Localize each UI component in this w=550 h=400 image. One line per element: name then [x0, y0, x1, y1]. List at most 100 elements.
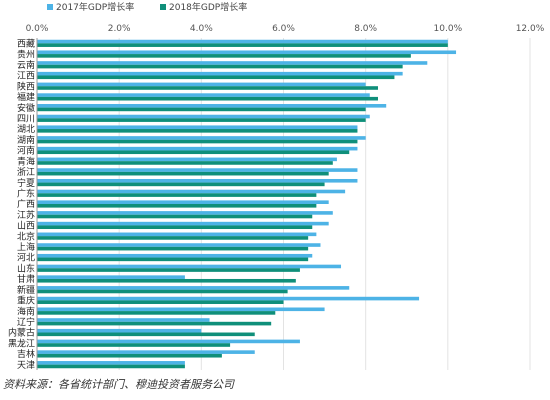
bar-2017: [37, 50, 457, 55]
bar-2018: [37, 161, 333, 165]
bar-2018: [37, 193, 317, 197]
x-tick-label: 2.0%: [108, 24, 131, 34]
bar-2017: [37, 136, 366, 140]
bar-2017: [37, 146, 358, 151]
bar-2017: [37, 178, 358, 183]
bar-2018: [37, 311, 276, 315]
bar-2017: [37, 361, 185, 365]
bar-2017: [37, 71, 403, 76]
bar-2017: [37, 157, 337, 162]
bar-2017: [37, 232, 317, 237]
category-label: 青海: [17, 155, 35, 167]
bar-2017: [37, 350, 255, 354]
category-label: 吉林: [17, 348, 35, 360]
x-axis: 0.0% 2.0% 4.0% 6.0% 8.0% 10.0% 12.0%: [26, 24, 545, 34]
category-label: 宁夏: [17, 177, 35, 189]
bar-2018: [37, 107, 366, 112]
category-label: 山东: [17, 262, 35, 274]
bar-2018: [37, 364, 185, 369]
bar-2018: [37, 353, 222, 358]
legend: 2017年GDP增长率 2018年GDP增长率: [47, 1, 247, 13]
bar-2017: [37, 104, 387, 108]
category-label: 贵州: [17, 48, 35, 60]
bar-2017: [37, 296, 420, 301]
category-label: 湖北: [17, 124, 35, 135]
bar-2018: [37, 139, 358, 144]
bar-2018: [37, 43, 448, 47]
legend-label: 2018年GDP增长率: [169, 1, 247, 13]
x-tick-label: 8.0%: [354, 24, 377, 34]
legend-swatch: [47, 4, 53, 10]
bar-2017: [37, 318, 210, 322]
category-label: 内蒙古: [8, 327, 35, 339]
bar-2018: [37, 300, 284, 304]
category-label: 海南: [17, 305, 35, 317]
category-label: 江苏: [17, 209, 35, 221]
bar-2017: [37, 275, 185, 279]
bar-2018: [37, 214, 313, 219]
bar-2017: [37, 189, 346, 194]
category-label: 山西: [17, 221, 35, 232]
x-tick-label: 0.0%: [26, 24, 49, 34]
bar-2018: [37, 171, 329, 176]
bar-2017: [37, 211, 333, 215]
bar-2017: [37, 328, 202, 333]
bar-2017: [37, 39, 448, 44]
bar-2017: [37, 114, 370, 119]
category-label: 重庆: [17, 295, 35, 307]
bar-2018: [37, 225, 313, 230]
bar-2018: [37, 129, 358, 133]
category-label: 北京: [17, 230, 35, 242]
category-label: 天津: [17, 360, 35, 371]
bar-2017: [37, 93, 370, 97]
bar-2017: [37, 286, 350, 290]
category-label: 陕西: [17, 80, 35, 92]
x-tick-label: 4.0%: [190, 24, 213, 34]
category-label: 福建: [17, 91, 35, 103]
bar-2018: [37, 86, 378, 90]
x-tick-label: 6.0%: [272, 24, 295, 34]
bar-2018: [37, 236, 309, 240]
category-label: 广东: [17, 187, 35, 199]
x-tick-label: 10.0%: [434, 24, 463, 34]
category-label: 河北: [17, 252, 35, 264]
bars: [37, 39, 457, 369]
bar-2018: [37, 321, 272, 326]
bar-2017: [37, 264, 342, 269]
y-axis: 西藏贵州云南江西陕西福建安徽四川湖北湖南河南青海浙江宁夏广东广西江苏山西北京上海…: [8, 38, 38, 371]
bar-2018: [37, 332, 255, 337]
category-label: 西藏: [17, 38, 35, 50]
legend-label: 2017年GDP增长率: [56, 1, 134, 13]
bar-2018: [37, 75, 395, 80]
bar-2017: [37, 339, 300, 344]
bar-2018: [37, 54, 411, 58]
bar-2018: [37, 118, 366, 122]
bar-2018: [37, 289, 288, 294]
bar-2017: [37, 125, 358, 130]
bar-2017: [37, 200, 329, 204]
category-label: 安徽: [17, 102, 35, 114]
category-label: 湖南: [17, 134, 35, 146]
bar-2018: [37, 64, 403, 69]
category-label: 甘肃: [17, 273, 35, 285]
legend-swatch: [160, 4, 166, 10]
bar-2018: [37, 182, 325, 187]
category-label: 云南: [17, 59, 35, 71]
category-label: 上海: [17, 241, 35, 253]
bar-2017: [37, 253, 313, 258]
bar-2018: [37, 268, 300, 272]
source-note: 资料来源：各省统计部门、穆迪投资者服务公司: [3, 378, 234, 391]
category-label: 江西: [17, 71, 35, 82]
bar-2017: [37, 243, 321, 247]
bar-2018: [37, 150, 350, 155]
bar-2017: [37, 168, 358, 172]
category-label: 四川: [17, 115, 35, 125]
bar-2018: [37, 343, 231, 347]
bar-2017: [37, 221, 329, 226]
bar-2017: [37, 61, 428, 65]
category-label: 广西: [17, 198, 35, 210]
bar-2017: [37, 82, 366, 87]
category-label: 浙江: [17, 166, 35, 178]
x-tick-label: 12.0%: [516, 24, 545, 34]
